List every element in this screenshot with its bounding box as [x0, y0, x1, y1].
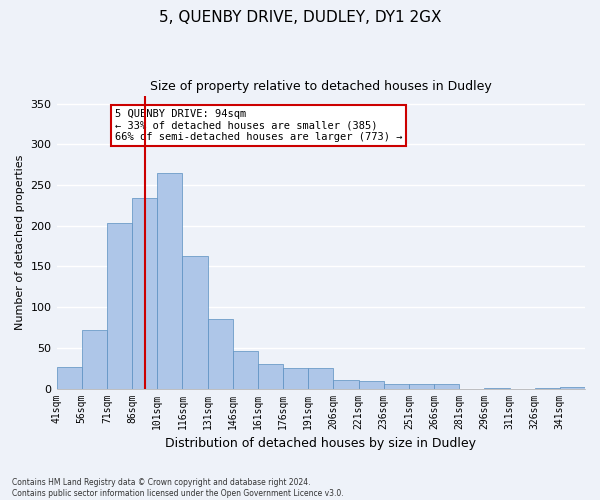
Bar — [434, 384, 459, 388]
Bar — [283, 368, 308, 388]
Bar — [157, 173, 182, 388]
Bar — [359, 381, 383, 388]
Bar — [560, 387, 585, 388]
Bar — [208, 318, 233, 388]
Bar — [82, 330, 107, 388]
Text: Contains HM Land Registry data © Crown copyright and database right 2024.
Contai: Contains HM Land Registry data © Crown c… — [12, 478, 344, 498]
Text: 5, QUENBY DRIVE, DUDLEY, DY1 2GX: 5, QUENBY DRIVE, DUDLEY, DY1 2GX — [159, 10, 441, 25]
Bar — [409, 384, 434, 388]
X-axis label: Distribution of detached houses by size in Dudley: Distribution of detached houses by size … — [165, 437, 476, 450]
Bar — [334, 380, 359, 388]
Bar — [258, 364, 283, 388]
Text: 5 QUENBY DRIVE: 94sqm
← 33% of detached houses are smaller (385)
66% of semi-det: 5 QUENBY DRIVE: 94sqm ← 33% of detached … — [115, 108, 402, 142]
Bar — [132, 198, 157, 388]
Bar — [56, 368, 82, 388]
Bar — [308, 368, 334, 388]
Y-axis label: Number of detached properties: Number of detached properties — [15, 154, 25, 330]
Bar — [383, 384, 409, 388]
Bar — [182, 256, 208, 388]
Title: Size of property relative to detached houses in Dudley: Size of property relative to detached ho… — [150, 80, 491, 93]
Bar — [107, 222, 132, 388]
Bar — [233, 351, 258, 389]
